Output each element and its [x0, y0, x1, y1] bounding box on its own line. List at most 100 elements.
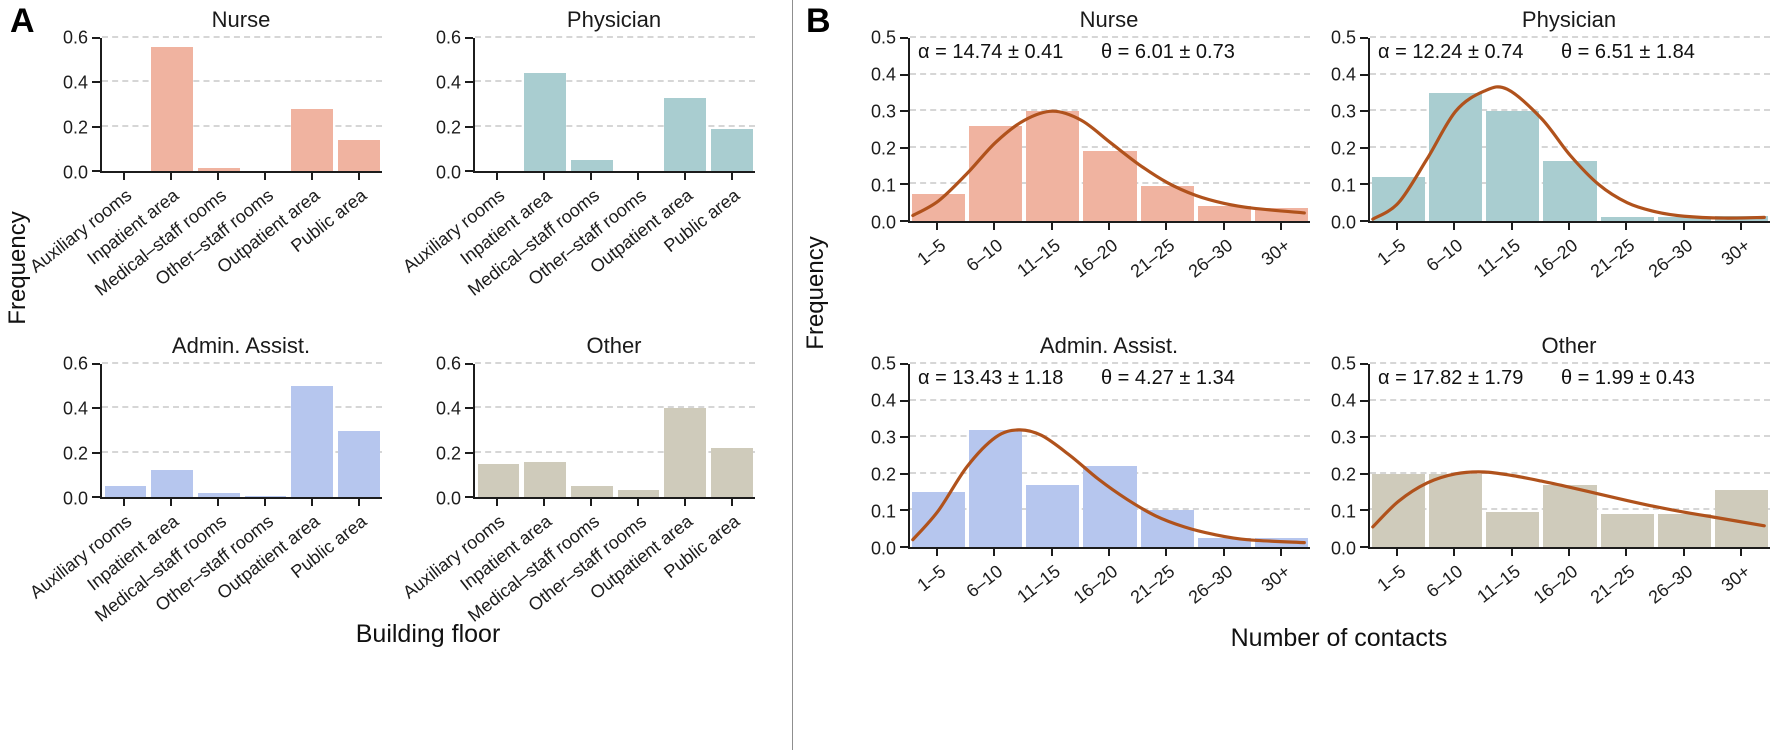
y-axis: 0.0 0.1 0.2 0.3 0.4 0.5	[860, 354, 908, 559]
y-tick-mark	[1360, 37, 1368, 39]
y-tick-mark	[900, 37, 908, 39]
y-tick-mark	[465, 170, 473, 172]
theta-estimate: θ = 6.01 ± 0.73	[1100, 41, 1235, 63]
gridline	[102, 80, 382, 83]
y-tick-mark	[1360, 363, 1368, 365]
bar	[969, 429, 1023, 547]
x-tick-mark	[935, 223, 938, 230]
y-tick-label: 0.4	[62, 72, 88, 93]
x-tick-label: 11–15	[1473, 561, 1524, 607]
bar-series	[910, 364, 1310, 547]
x-tick-label: 6–10	[1422, 235, 1467, 276]
x-tick-label: 26–30	[1644, 561, 1697, 608]
y-tick-label: 0.0	[435, 488, 461, 509]
gamma-fit-curve	[1370, 364, 1770, 547]
y-tick-mark	[465, 81, 473, 84]
alpha-estimate: α = 17.82 ± 1.79	[1378, 367, 1524, 389]
theta-estimate: θ = 6.51 ± 1.84	[1560, 41, 1695, 63]
y-tick-label: 0.0	[62, 162, 88, 183]
x-tick-mark	[216, 499, 219, 506]
x-tick-mark	[683, 499, 686, 506]
bar	[1657, 514, 1711, 547]
bar	[1429, 473, 1483, 547]
gridline	[102, 450, 382, 453]
x-tick-mark	[1625, 223, 1628, 230]
y-tick-label: 0.5	[870, 27, 896, 48]
bar	[151, 46, 193, 171]
theta-estimate: θ = 1.99 ± 0.43	[1560, 367, 1695, 389]
y-tick-mark	[465, 363, 473, 365]
x-tick-mark	[1682, 223, 1685, 230]
y-tick-mark	[1360, 546, 1368, 548]
y-tick-mark	[900, 472, 908, 475]
x-tick-mark	[993, 223, 996, 230]
subplot-a-admin-assist: Admin. Assist. 0.0 0.2 0.4 0.6 Auxiliary ro…	[27, 332, 382, 626]
alpha-estimate: α = 13.43 ± 1.18	[918, 367, 1064, 389]
x-tick-mark	[1280, 549, 1283, 556]
x-tick-mark	[589, 499, 592, 506]
gridline	[102, 362, 382, 364]
subplot-a-other: Other 0.0 0.2 0.4 0.6 Auxiliary rooms Inpati…	[400, 332, 755, 626]
y-tick-mark	[1360, 436, 1368, 439]
y-tick-label: 0.2	[62, 443, 88, 464]
y-tick-label: 0.5	[1330, 353, 1356, 374]
x-tick-mark	[1222, 549, 1225, 556]
gridline	[475, 124, 755, 127]
x-tick-mark	[169, 173, 172, 180]
y-tick-mark	[900, 220, 908, 222]
y-tick-mark	[92, 451, 100, 454]
y-tick-label: 0.5	[1330, 27, 1356, 48]
x-tick-label: 1–5	[1373, 235, 1410, 270]
x-tick-mark	[1510, 223, 1513, 230]
gridline	[910, 145, 1310, 148]
gridline	[1370, 362, 1770, 364]
y-tick-label: 0.0	[1330, 212, 1356, 233]
x-tick-label: 30+	[1717, 561, 1754, 596]
y-tick-mark	[1360, 399, 1368, 402]
x-tick-mark	[993, 549, 996, 556]
y-tick-mark	[900, 546, 908, 548]
x-tick-label: 26–30	[1644, 235, 1697, 282]
x-tick-label: 1–5	[1373, 561, 1410, 596]
y-tick-label: 0.2	[62, 117, 88, 138]
x-tick-label: 6–10	[962, 561, 1007, 602]
x-tick-mark	[1050, 549, 1053, 556]
gridline	[1370, 398, 1770, 401]
gridline	[475, 80, 755, 83]
gridline	[102, 36, 382, 38]
y-tick-mark	[92, 496, 100, 498]
bar	[1543, 160, 1597, 221]
y-tick-label: 0.4	[1330, 390, 1356, 411]
bar	[1600, 514, 1654, 547]
bar	[104, 485, 147, 497]
panel-a-y-axis-title: Frequency	[4, 211, 31, 325]
x-tick-label: 21–25	[1126, 235, 1179, 282]
y-tick-mark	[465, 496, 473, 498]
y-tick-label: 0.0	[1330, 538, 1356, 559]
gamma-fit-curve	[1370, 38, 1770, 221]
y-tick-mark	[1360, 220, 1368, 222]
y-tick-label: 0.6	[62, 353, 88, 374]
panel-a: A Frequency Nurse 0.0 0.2 0.4 0.6 Auxiliary…	[0, 0, 790, 750]
y-tick-mark	[92, 37, 100, 39]
y-tick-label: 0.6	[62, 27, 88, 48]
x-tick-mark	[730, 173, 733, 180]
bar	[337, 430, 380, 497]
y-tick-mark	[465, 407, 473, 410]
y-tick-label: 0.4	[62, 398, 88, 419]
gridline	[910, 435, 1310, 438]
y-tick-label: 0.2	[1330, 138, 1356, 159]
y-tick-label: 0.1	[1330, 175, 1356, 196]
x-tick-mark	[636, 499, 639, 506]
theta-estimate: θ = 4.27 ± 1.34	[1100, 367, 1235, 389]
gridline	[475, 450, 755, 453]
x-tick-mark	[1395, 223, 1398, 230]
x-axis: 1–5 6–10 11–15 16–20 21–25 26–30 30+	[1368, 549, 1770, 631]
y-tick-label: 0.6	[435, 353, 461, 374]
plot-area	[900, 36, 1310, 223]
x-tick-mark	[1568, 549, 1570, 556]
y-tick-label: 0.3	[870, 427, 896, 448]
y-tick-label: 0.2	[1330, 464, 1356, 485]
y-tick-label: 0.0	[62, 488, 88, 509]
